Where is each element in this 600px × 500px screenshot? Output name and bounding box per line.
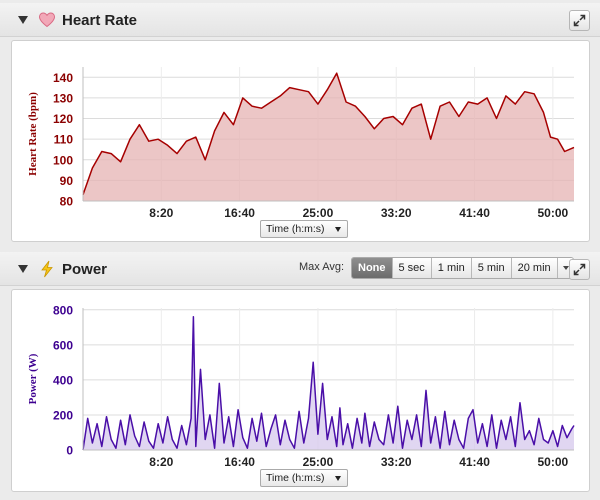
power-panel-header: Power Max Avg: None 5 sec 1 min 5 min 20… (0, 252, 600, 286)
max-avg-label: Max Avg: (299, 261, 345, 273)
heart-icon (38, 12, 56, 28)
heart-rate-x-tick-label: 16:40 (224, 206, 255, 220)
heart-rate-time-selector-label: Time (h:m:s) (266, 223, 325, 235)
expand-power-button[interactable] (569, 259, 590, 280)
heart-rate-chart-card: 80 90 100 110 120 130 140 8:20 16:40 25:00 33:20 41… (11, 40, 590, 242)
power-x-tick-label: 25:00 (303, 455, 334, 469)
power-x-tick-label: 8:20 (149, 455, 173, 469)
heart-rate-series-area (83, 73, 574, 201)
dropdown-caret-icon (335, 227, 341, 232)
heart-rate-x-tick-label: 41:40 (459, 206, 490, 220)
heart-rate-y-tick-label: 140 (53, 71, 73, 85)
power-title: Power (62, 261, 108, 278)
chevron-down-icon (562, 266, 569, 270)
heart-rate-y-tick-label: 130 (53, 91, 73, 105)
collapse-power-toggle[interactable] (18, 265, 28, 273)
power-chart-card: 0 200 400 600 800 8:20 16:40 25:00 33:20 41:40 50:… (11, 289, 590, 492)
heart-rate-x-tick-label: 25:00 (303, 206, 334, 220)
power-chart: 0 200 400 600 800 8:20 16:40 25:00 33:20 41:40 50:… (27, 303, 575, 469)
power-y-tick-label: 400 (53, 373, 73, 387)
heart-rate-y-tick-label: 80 (60, 195, 74, 209)
power-x-tick-label: 41:40 (459, 455, 490, 469)
lightning-bolt-icon (41, 260, 53, 278)
power-y-tick-label: 200 (53, 408, 73, 422)
heart-rate-time-selector[interactable]: Time (h:m:s) (260, 220, 348, 238)
max-avg-1min-button[interactable]: 1 min (431, 258, 472, 278)
heart-rate-x-tick-label: 50:00 (538, 206, 569, 220)
power-x-tick-label: 16:40 (224, 455, 255, 469)
power-y-axis-label: Power (W) (27, 353, 39, 404)
power-x-tick-label: 50:00 (538, 455, 569, 469)
dropdown-caret-icon (335, 476, 341, 481)
heart-rate-y-axis-label: Heart Rate (bpm) (27, 92, 39, 176)
power-series-line (82, 316, 575, 451)
heart-rate-panel-header: Heart Rate (0, 3, 600, 37)
max-avg-none-button[interactable]: None (352, 258, 393, 278)
max-avg-5min-button[interactable]: 5 min (471, 258, 512, 278)
power-series-area (83, 316, 574, 450)
power-y-tick-label: 0 (66, 444, 73, 458)
heart-rate-y-tick-label: 120 (53, 112, 73, 126)
heart-rate-title: Heart Rate (62, 12, 138, 29)
expand-icon (573, 263, 586, 276)
heart-rate-y-tick-label: 110 (54, 133, 74, 147)
heart-rate-x-tick-label: 33:20 (381, 206, 412, 220)
power-time-selector[interactable]: Time (h:m:s) (260, 469, 348, 487)
collapse-heart-rate-toggle[interactable] (18, 16, 28, 24)
max-avg-20min-button[interactable]: 20 min (511, 258, 558, 278)
max-avg-more-dropdown[interactable] (557, 258, 573, 278)
expand-heart-rate-button[interactable] (569, 10, 590, 31)
heart-rate-chart: 80 90 100 110 120 130 140 8:20 16:40 25:00 33:20 41… (27, 67, 575, 220)
power-x-tick-label: 33:20 (381, 455, 412, 469)
max-avg-selector: None 5 sec 1 min 5 min 20 min (351, 257, 574, 279)
heart-rate-y-tick-label: 100 (53, 153, 73, 167)
power-y-tick-label: 800 (53, 303, 73, 317)
heart-rate-y-tick-label: 90 (60, 174, 74, 188)
heart-rate-series-line (82, 72, 575, 196)
expand-icon (573, 14, 586, 27)
power-time-selector-label: Time (h:m:s) (266, 472, 325, 484)
max-avg-5sec-button[interactable]: 5 sec (392, 258, 432, 278)
power-y-tick-label: 600 (53, 338, 73, 352)
heart-rate-x-tick-label: 8:20 (149, 206, 173, 220)
